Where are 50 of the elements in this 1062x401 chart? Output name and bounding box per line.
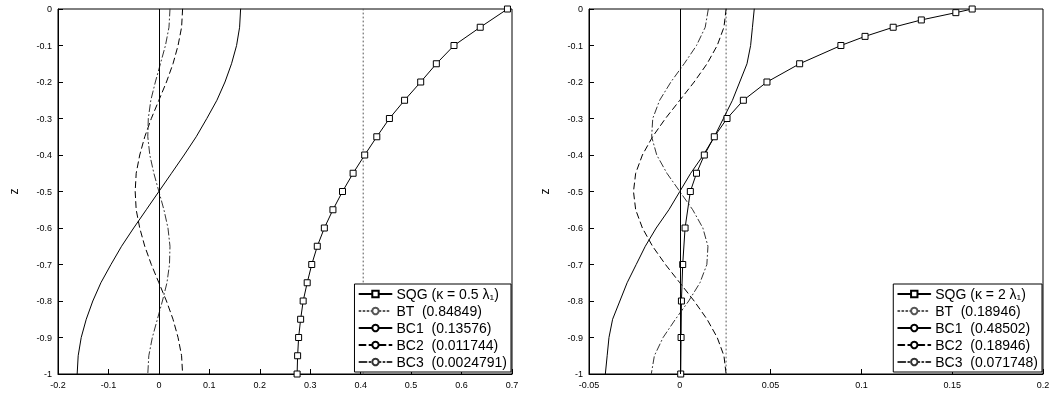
legend-label: SQG (κ = 2 λ₁) (935, 286, 1026, 302)
legend-label: BT (0.84849) (396, 303, 482, 319)
y-tick-label: -0.5 (567, 186, 583, 197)
y-tick-label: -0.3 (567, 113, 583, 124)
x-tick-label: 0.6 (455, 379, 468, 390)
x-tick-label: 0.05 (761, 379, 780, 390)
y-tick-label: 0 (46, 4, 52, 14)
y-tick-label: -0.6 (36, 223, 52, 233)
y-tick-label: -0.9 (36, 332, 52, 343)
x-tick-label: -0.05 (578, 379, 600, 390)
y-tick-label: -0.8 (36, 296, 52, 306)
x-tick-label: 0.1 (203, 379, 216, 390)
y-tick-label: -0.8 (567, 296, 583, 306)
legend-label: BT (0.18946) (935, 303, 1021, 319)
legend-label: BC3 (0.071748) (935, 354, 1038, 370)
y-tick-label: -0.1 (36, 40, 52, 51)
x-tick-label: 0.5 (404, 379, 418, 390)
y-tick-label: -0.4 (567, 150, 583, 160)
y-tick-label: -0.4 (36, 150, 52, 160)
y-tick-label: -0.2 (36, 77, 52, 87)
x-tick-label: 0 (156, 379, 162, 390)
y-tick-label: -0.5 (36, 186, 52, 197)
x-tick-label: 0.3 (303, 379, 317, 390)
legend-label: SQG (κ = 0.5 λ₁) (396, 286, 499, 302)
legend-label: BC1 (0.13576) (396, 320, 492, 336)
y-tick-label: 0 (577, 4, 583, 14)
y-tick-label: -1 (43, 369, 52, 379)
legend-label: BC3 (0.0024791) (396, 354, 508, 370)
legend-label: BC2 (0.18946) (935, 337, 1031, 353)
y-tick-label: -0.6 (567, 223, 583, 233)
x-tick-label: 0.7 (505, 379, 519, 390)
legend-label: BC1 (0.48502) (935, 320, 1031, 336)
y-axis-title: z (538, 188, 552, 195)
x-tick-label: 0.2 (1036, 379, 1050, 390)
y-tick-label: -0.1 (567, 40, 583, 51)
x-tick-label: 0.15 (943, 379, 961, 390)
legend-label: BC2 (0.011744) (396, 337, 499, 353)
x-tick-label: 0.2 (253, 379, 267, 390)
y-tick-label: -1 (574, 369, 583, 379)
x-tick-label: -0.2 (50, 379, 66, 390)
y-tick-label: -0.7 (567, 259, 583, 270)
x-tick-label: 0 (677, 379, 683, 390)
y-tick-label: -0.2 (567, 77, 583, 87)
x-tick-label: -0.1 (100, 379, 117, 390)
x-tick-label: 0.1 (855, 379, 868, 390)
y-tick-label: -0.9 (567, 332, 583, 343)
y-tick-label: -0.3 (36, 113, 52, 124)
x-tick-label: 0.4 (354, 379, 367, 390)
y-tick-label: -0.7 (36, 259, 52, 270)
y-axis-title: z (7, 188, 21, 195)
